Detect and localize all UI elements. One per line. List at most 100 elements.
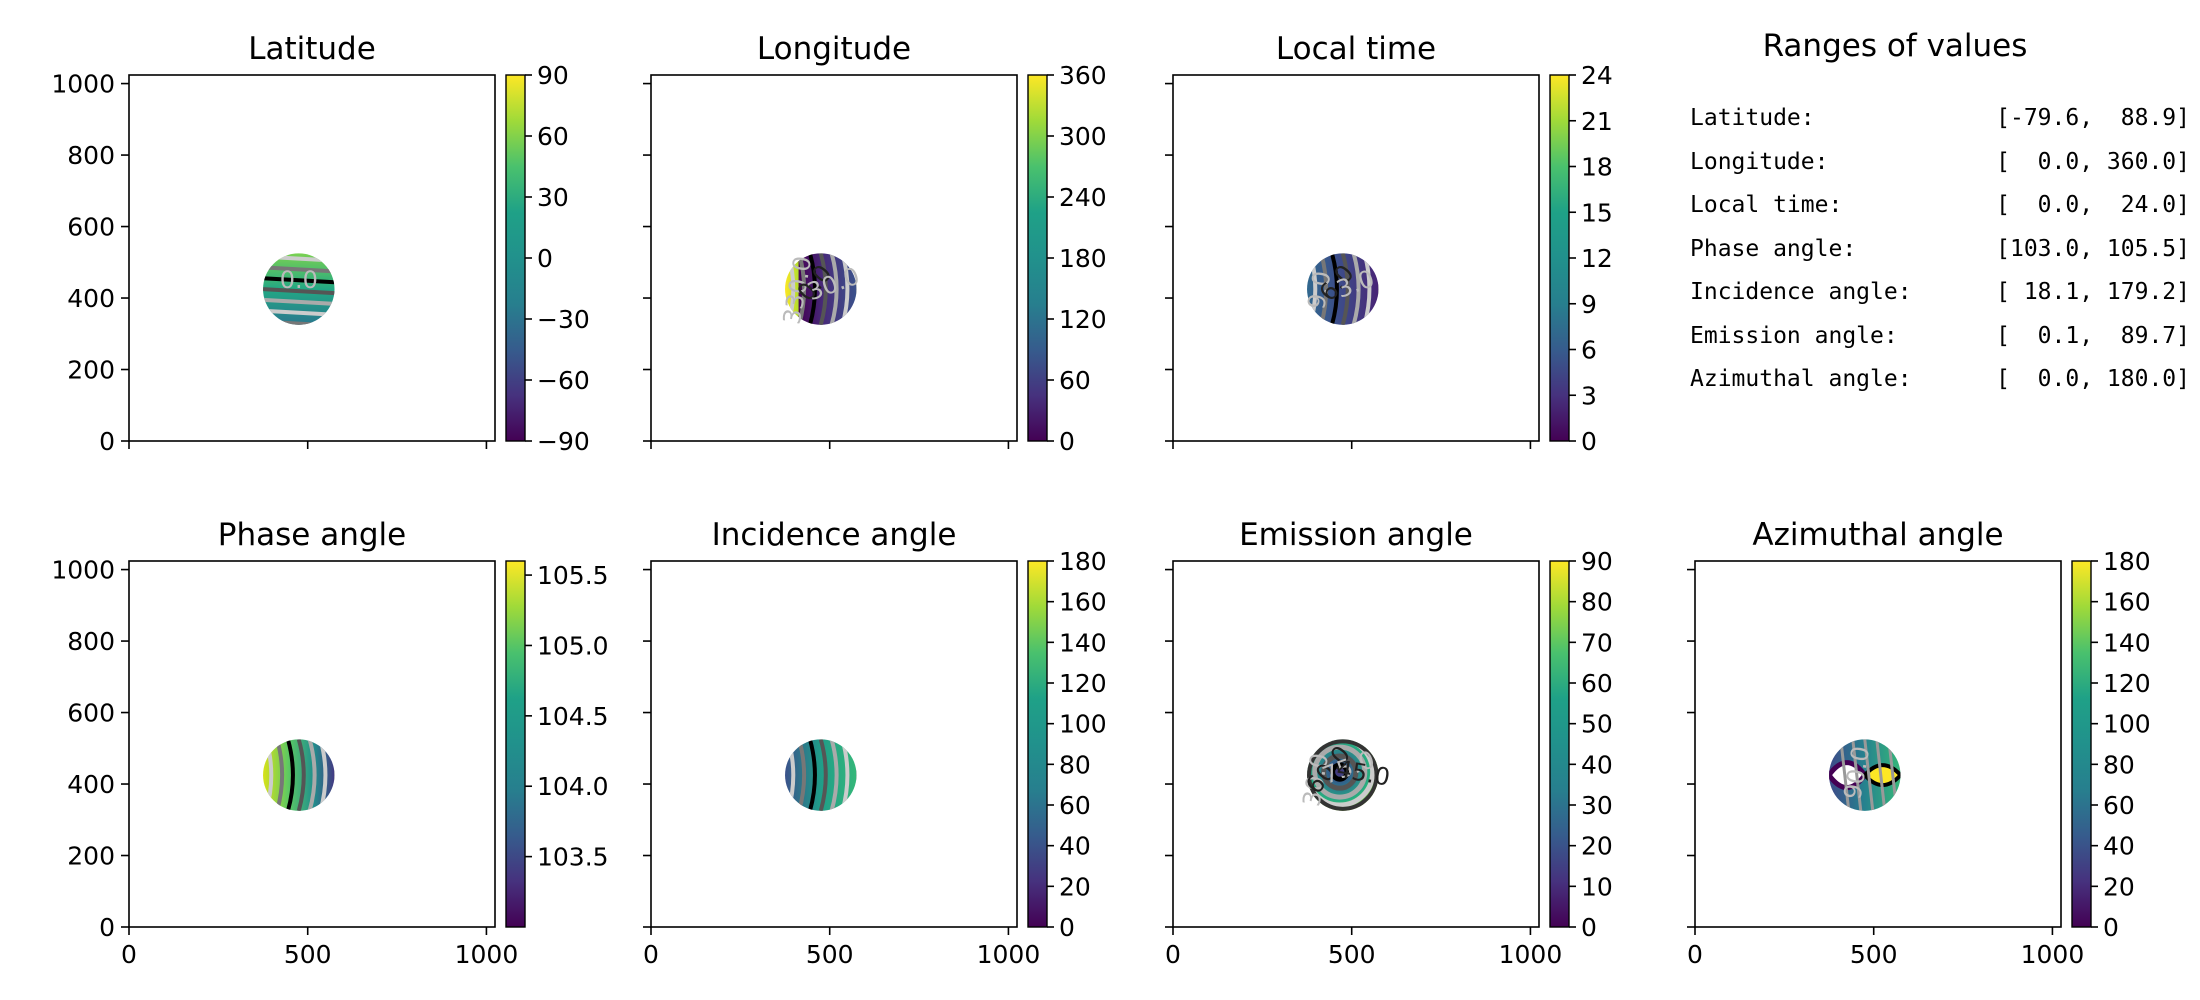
panel-latitude: Latitude 0.0 0 200 400 600 800 1000 90 60 30 0 −30 −6… [51,31,589,456]
contour-line [808,253,817,325]
colorbar-tick-label: 360 [1059,61,1107,90]
ranges-table: Latitude: [-79.6, 88.9] Longitude: [ 0.0, 3… [1690,105,2190,410]
contour-line [307,739,317,811]
colorbar-tick-label: 160 [1059,588,1107,617]
range-row: Longitude: [ 0.0, 360.0] [1690,149,2190,193]
x-tick-label: 0 [121,940,137,969]
axes-frame [1172,560,1540,928]
colorbar-tick-label: 24 [1581,61,1613,90]
y-tick-label: 0 [99,913,115,942]
range-label: Latitude: [1690,105,1815,131]
colorbar-tick-label: 18 [1581,153,1613,182]
colorbar-tick-label: 21 [1581,107,1613,136]
x-tick-label: 1000 [2021,940,2085,969]
colorbar-tick-label: 60 [537,122,569,151]
colorbar-tick-label: 40 [2103,832,2135,861]
contour-line [829,253,839,325]
y-tick-label: 400 [67,770,115,799]
colorbar-tick-label: 80 [1581,588,1613,617]
axes-frame [1694,560,2062,928]
colorbar-tick-label: 104.5 [537,702,609,731]
contour-label: 0.0 [280,266,318,294]
range-label: Phase angle: [1690,235,1857,262]
y-tick-label: 200 [67,356,115,385]
colorbar [505,560,526,928]
colorbar-tick-label: 104.0 [537,772,609,801]
x-tick-label: 0 [1165,940,1181,969]
colorbar-tick-label: 20 [1581,832,1613,861]
x-tick-label: 1000 [455,940,519,969]
contour-line [818,253,828,325]
colorbar-tick-label: 140 [2103,628,2151,657]
colorbar [1549,560,1570,928]
colorbar-tick-label: 60 [2103,791,2135,820]
panel-title: Local time [1276,31,1436,67]
range-value: [103.0, 105.5] [1996,235,2190,262]
colorbar-tick-label: 120 [1059,669,1107,698]
colorbar-tick-label: 40 [1059,832,1091,861]
x-tick-label: 500 [1850,940,1898,969]
contour-line [797,739,807,811]
contour-lines [1307,739,1379,811]
axes-frame [650,74,1018,442]
axes-frame [128,74,496,442]
colorbar-tick-label: 100 [2103,710,2151,739]
colorbar-tick-label: 160 [2103,588,2151,617]
colorbar-tick-label: −30 [537,305,590,334]
range-row: Incidence angle: [ 18.1, 179.2] [1690,279,2190,323]
x-tick-label: 1000 [977,940,1041,969]
contour-line [1863,739,1875,811]
colorbar-tick-label: 90 [537,61,569,90]
colorbar-tick-label: 100 [1059,710,1107,739]
range-row: Local time: [ 0.0, 24.0] [1690,192,2190,236]
panel-title: Incidence angle [712,517,957,553]
colorbar-tick-label: 20 [2103,872,2135,901]
colorbar-tick-label: 300 [1059,122,1107,151]
range-row: Phase angle: [103.0, 105.5] [1690,236,2190,280]
contour-line [263,319,335,325]
range-row: Latitude: [-79.6, 88.9] [1690,105,2190,149]
colorbar [1549,74,1570,442]
y-tick-label: 200 [67,842,115,871]
colorbar-tick-label: −60 [537,366,590,395]
panel-title: Latitude [248,31,376,67]
colorbar-tick-label: 90 [1581,547,1613,576]
contour-line [1875,739,1887,811]
range-row: Emission angle: [ 0.1, 89.7] [1690,323,2190,367]
axes-frame [128,560,496,928]
colorbar-tick-label: 240 [1059,183,1107,212]
contour-line [1851,739,1863,811]
colorbar-tick-label: 0 [1059,427,1075,456]
contour-line [296,739,306,811]
colorbar-tick-label: 50 [1581,710,1613,739]
range-label: Incidence angle: [1690,279,1912,305]
y-tick-label: 600 [67,213,115,242]
colorbar-tick-label: 40 [1581,750,1613,779]
y-tick-label: 1000 [51,70,115,99]
range-value: [ 0.0, 360.0] [1996,148,2190,175]
colorbar-tick-label: 20 [1059,872,1091,901]
contour-line [1330,762,1350,782]
colorbar-tick-label: 0 [1059,913,1075,942]
colorbar-tick-label: 0 [2103,913,2119,942]
panel-title: Emission angle [1239,517,1473,553]
contour-line [1330,253,1339,325]
range-row: Azimuthal angle: [ 0.0, 180.0] [1690,366,2190,410]
colorbar-tick-label: 180 [2103,547,2151,576]
panel-title: Longitude [757,31,911,67]
colorbar-tick-label: 105.5 [537,561,609,590]
range-value: [-79.6, 88.9] [1996,105,2190,131]
contour-line [808,739,817,811]
contour-line [263,254,335,263]
contour-line [1307,739,1376,808]
axes-frame [1172,74,1540,442]
contour-line [1340,253,1350,325]
y-tick-label: 600 [67,699,115,728]
contour-line [263,287,335,296]
colorbar-tick-label: 9 [1581,290,1597,319]
range-label: Azimuthal angle: [1690,366,1912,392]
colorbar-tick-label: −90 [537,427,590,456]
